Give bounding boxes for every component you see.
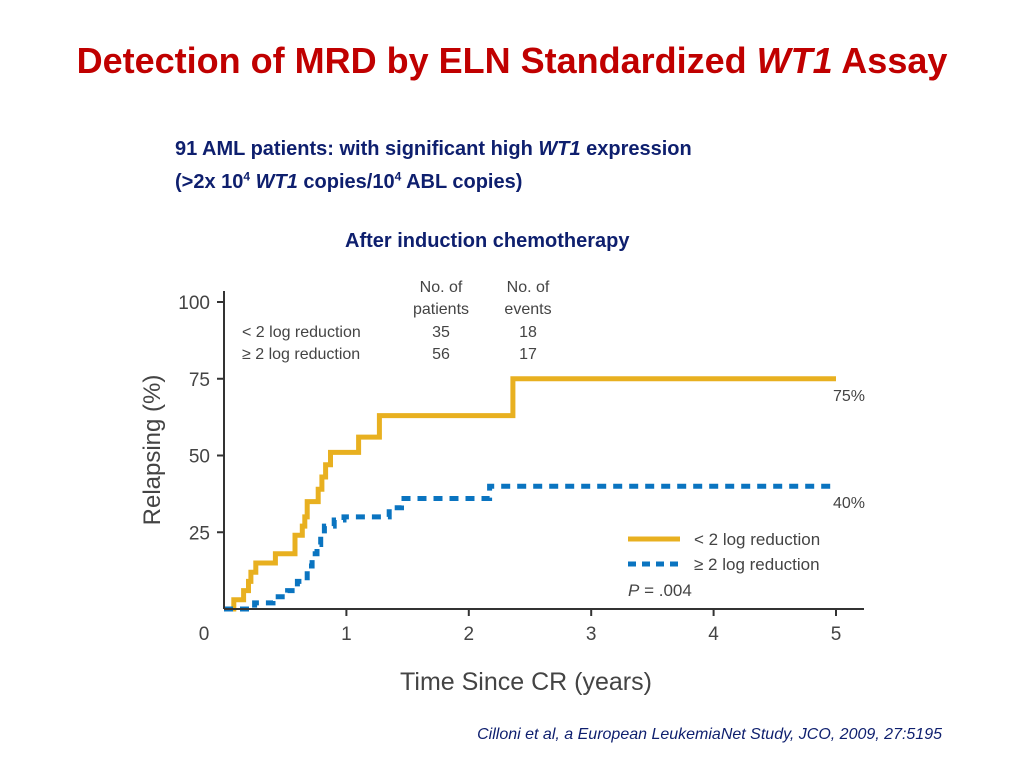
y-tick-label: 100 [178,293,210,314]
x-axis-label: Time Since CR (years) [400,668,652,696]
p-value: P = .004 [628,581,692,600]
title-text-start: Detection of MRD by ELN Standardized [76,40,757,81]
threshold-text-a: (>2x 10 [175,171,244,193]
table-row-events: 17 [519,346,537,363]
table-row-label: ≥ 2 log reduction [242,346,360,363]
table-row-events: 18 [519,324,537,341]
legend: < 2 log reduction ≥ 2 log reduction P = … [628,530,820,600]
axes-layer: 0 1 2 3 4 5 25 50 75 100 [178,291,864,645]
x-tick-label: 1 [341,624,352,645]
x-tick-label: 3 [586,624,597,645]
y-tick-label: 50 [189,447,210,468]
slide-title: Detection of MRD by ELN Standardized WT1… [0,40,1024,82]
cohort-text-end: expression [580,138,692,160]
threshold-exponent-2: 4 [394,169,402,184]
cohort-gene-name: WT1 [538,138,581,160]
y-axis-label: Relapsing (%) [139,375,166,526]
table-header-patients-line-2: patients [413,301,469,318]
y-tick-label: 25 [189,523,210,544]
table-header-events-line-1: No. of [507,279,550,296]
table-row-label: < 2 log reduction [242,324,361,341]
title-gene-name: WT1 [756,40,833,81]
series-end-label: 40% [833,495,865,512]
threshold-text-c: ABL copies) [401,171,523,193]
series-layer: 75% 40% [224,376,865,612]
x-tick-label: 2 [464,624,475,645]
threshold-exponent-1: 4 [243,169,251,184]
chart-caption: After induction chemotherapy [345,230,630,252]
threshold-text-b: copies/10 [297,171,395,193]
x-tick-label: 4 [708,624,719,645]
cohort-description-line-2: (>2x 104 WT1 copies/104 ABL copies) [175,166,895,199]
series-line-2 [224,483,836,612]
legend-label: < 2 log reduction [694,530,820,549]
x-tick-label: 5 [831,624,842,645]
series-line-1 [224,376,836,612]
p-value-text: = .004 [639,581,691,600]
y-tick-label: 75 [189,370,210,391]
title-text-end: Assay [832,40,948,81]
series-end-label: 75% [833,388,865,405]
p-value-symbol: P [628,581,640,600]
table-header-events-line-2: events [504,301,551,318]
cohort-text-start: 91 AML patients: with significant high [175,138,539,160]
patient-table: No. of patients No. of events < 2 log re… [242,279,552,363]
citation: Cilloni et al, a European LeukemiaNet St… [477,726,942,743]
table-row-patients: 35 [432,324,450,341]
x-tick-label: 0 [199,624,210,645]
cohort-description: 91 AML patients: with significant high W… [175,133,895,199]
table-header-patients-line-1: No. of [420,279,463,296]
legend-label: ≥ 2 log reduction [694,555,820,574]
table-row-patients: 56 [432,346,450,363]
cohort-description-line-1: 91 AML patients: with significant high W… [175,133,895,166]
threshold-gene-name: WT1 [255,171,298,193]
